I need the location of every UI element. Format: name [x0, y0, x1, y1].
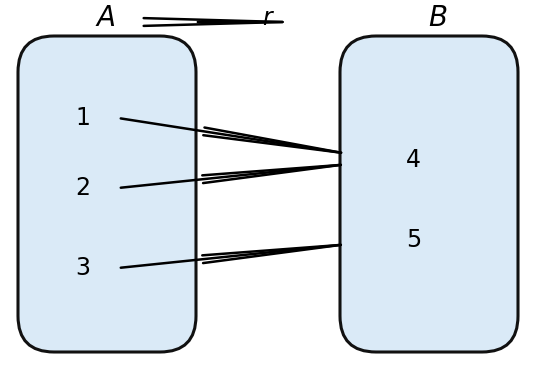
- Text: $\mathit{A}$: $\mathit{A}$: [95, 4, 115, 32]
- FancyBboxPatch shape: [18, 36, 196, 352]
- Text: 1: 1: [75, 106, 90, 130]
- Text: $\mathit{r}$: $\mathit{r}$: [261, 6, 274, 30]
- FancyBboxPatch shape: [340, 36, 518, 352]
- Text: 3: 3: [75, 256, 90, 280]
- Text: 5: 5: [406, 228, 421, 252]
- Text: 4: 4: [406, 148, 421, 172]
- Text: 2: 2: [75, 176, 90, 200]
- Text: $\mathit{B}$: $\mathit{B}$: [428, 4, 447, 32]
